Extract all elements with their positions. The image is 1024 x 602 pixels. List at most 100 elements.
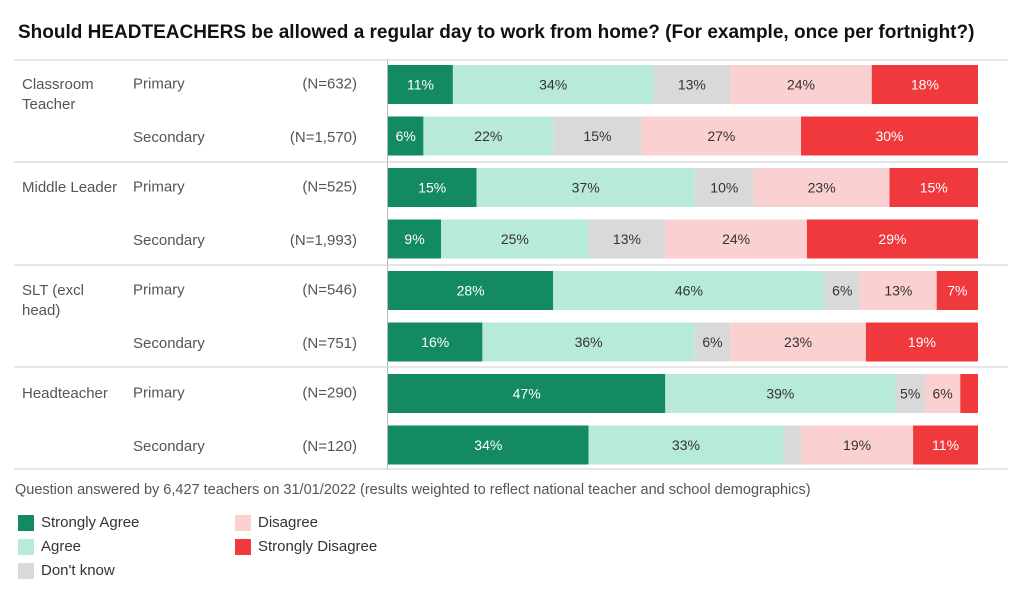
chart-legend: Strongly Agree Agree Don't know Disagree…	[18, 514, 438, 594]
bar-segment-don-t-know	[553, 116, 642, 156]
bar-segment-don-t-know	[694, 168, 754, 207]
group-label-headteacher: Headteacher	[22, 385, 108, 402]
bar-segment-disagree	[801, 425, 914, 465]
group-label-classroom-teacher: Classroom Teacher	[22, 76, 94, 113]
data-label-strongly-disagree: 30%	[875, 128, 903, 144]
bar-segment-agree	[452, 65, 654, 104]
legend-item-agree: Agree	[18, 538, 81, 555]
bar-segment-don-t-know	[783, 425, 801, 465]
bar-segment-disagree	[860, 271, 937, 310]
bar-segment-disagree	[924, 374, 961, 413]
row-n-label: (N=632)	[302, 76, 357, 93]
data-label-disagree: 24%	[787, 77, 815, 93]
bar-segment-strongly-disagree	[801, 116, 978, 156]
data-label-disagree: 27%	[707, 128, 735, 144]
legend-swatch-dont-know	[18, 562, 34, 579]
legend-item-strongly-disagree: Strongly Disagree	[235, 538, 377, 555]
bar-segment-strongly-agree	[388, 219, 442, 259]
data-label-disagree: 13%	[884, 283, 912, 299]
data-label-agree: 22%	[474, 128, 502, 144]
data-label-agree: 46%	[675, 283, 703, 299]
data-label-strongly-disagree: 7%	[947, 283, 967, 299]
data-label-strongly-agree: 15%	[418, 180, 446, 196]
data-label-disagree: 23%	[784, 334, 812, 350]
legend-swatch-agree	[18, 538, 34, 555]
data-label-strongly-agree: 28%	[457, 283, 485, 299]
row-n-label: (N=525)	[302, 179, 357, 196]
data-label-strongly-disagree: 18%	[911, 77, 939, 93]
row-label-secondary: Secondary	[133, 335, 205, 352]
row-label-primary: Primary	[133, 385, 185, 402]
bar-segment-strongly-disagree	[871, 65, 978, 104]
group-label-middle-leader: Middle Leader	[22, 179, 117, 196]
bar-segment-agree	[482, 322, 695, 362]
data-label-agree: 34%	[539, 77, 567, 93]
data-label-don-t-know: 10%	[710, 180, 738, 196]
row-n-label: (N=751)	[302, 335, 357, 352]
data-label-agree: 33%	[672, 437, 700, 453]
data-label-strongly-agree: 16%	[421, 334, 449, 350]
legend-label-strongly-disagree: Strongly Disagree	[258, 538, 378, 555]
data-label-agree: 39%	[766, 386, 794, 402]
bar-segment-agree	[588, 425, 784, 465]
data-label-strongly-agree: 11%	[407, 77, 434, 93]
bar-segment-don-t-know	[824, 271, 860, 310]
data-label-strongly-agree: 34%	[474, 437, 502, 453]
row-n-label: (N=120)	[302, 438, 357, 455]
data-label-agree: 25%	[501, 231, 529, 247]
row-n-label: (N=290)	[302, 385, 357, 402]
data-label-strongly-disagree: 15%	[920, 180, 948, 196]
legend-label-agree: Agree	[41, 538, 82, 555]
data-label-agree: 37%	[572, 180, 600, 196]
data-label-strongly-agree: 6%	[396, 128, 416, 144]
data-label-strongly-disagree: 29%	[878, 231, 906, 247]
legend-swatch-disagree	[235, 514, 251, 531]
data-label-strongly-agree: 47%	[513, 386, 541, 402]
data-label-don-t-know: 5%	[900, 386, 920, 402]
bar-segment-strongly-disagree	[865, 322, 978, 362]
bar-segment-strongly-agree	[388, 425, 589, 465]
bar-segment-agree	[441, 219, 589, 259]
bar-segment-strongly-disagree	[936, 271, 978, 310]
row-label-primary: Primary	[133, 179, 185, 196]
legend-label-strongly-agree: Strongly Agree	[41, 514, 140, 531]
bar-segment-strongly-agree	[388, 168, 477, 207]
bar-segment-disagree	[665, 219, 807, 259]
row-label-primary: Primary	[133, 76, 185, 93]
data-label-disagree: 24%	[722, 231, 750, 247]
stacked-bar-chart: Classroom Teacher Primary (N=632) 11% 34% 13% 2…	[14, 59, 1008, 470]
bar-segment-agree	[553, 271, 825, 310]
row-n-label: (N=1,993)	[290, 232, 357, 249]
bar-segment-don-t-know	[588, 219, 666, 259]
data-label-disagree: 6%	[932, 386, 952, 402]
chart-footnote: Question answered by 6,427 teachers on 3…	[15, 482, 811, 498]
row-label-secondary: Secondary	[133, 232, 205, 249]
data-label-strongly-disagree: 19%	[908, 334, 936, 350]
chart-title: Should HEADTEACHERS be allowed a regular…	[18, 22, 975, 43]
bar-segment-strongly-disagree	[889, 168, 978, 207]
legend-item-disagree: Disagree	[235, 514, 318, 531]
bar-segment-disagree	[730, 322, 866, 362]
bar-segment-agree	[476, 168, 695, 207]
bar-segment-don-t-know	[895, 374, 925, 413]
data-label-disagree: 19%	[843, 437, 871, 453]
bar-segment-strongly-agree	[388, 65, 453, 104]
data-label-don-t-know: 13%	[678, 77, 706, 93]
bar-segment-strongly-agree	[388, 322, 483, 362]
row-label-primary: Primary	[133, 282, 185, 299]
data-label-don-t-know: 15%	[583, 128, 611, 144]
bar-segment-don-t-know	[653, 65, 731, 104]
data-label-disagree: 23%	[808, 180, 836, 196]
data-label-strongly-agree: 9%	[404, 231, 424, 247]
bar-segment-strongly-disagree	[806, 219, 978, 259]
row-label-secondary: Secondary	[133, 438, 205, 455]
data-label-don-t-know: 13%	[613, 231, 641, 247]
group-label-slt-excl-head: SLT (excl head)	[22, 282, 84, 319]
bar-segment-agree	[423, 116, 554, 156]
bar-segment-strongly-agree	[388, 116, 424, 156]
row-n-label: (N=546)	[302, 282, 357, 299]
legend-item-strongly-agree: Strongly Agree	[18, 514, 139, 531]
bar-segment-strongly-disagree	[960, 374, 978, 413]
bar-segment-disagree	[730, 65, 872, 104]
bar-segment-don-t-know	[694, 322, 731, 362]
